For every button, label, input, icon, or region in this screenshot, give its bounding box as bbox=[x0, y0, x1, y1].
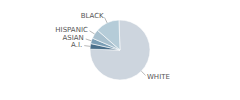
svg-text:ASIAN: ASIAN bbox=[62, 34, 83, 42]
svg-text:BLACK: BLACK bbox=[81, 12, 104, 20]
svg-text:A.I.: A.I. bbox=[71, 41, 82, 49]
svg-text:WHITE: WHITE bbox=[147, 73, 170, 81]
svg-text:HISPANIC: HISPANIC bbox=[55, 26, 88, 34]
